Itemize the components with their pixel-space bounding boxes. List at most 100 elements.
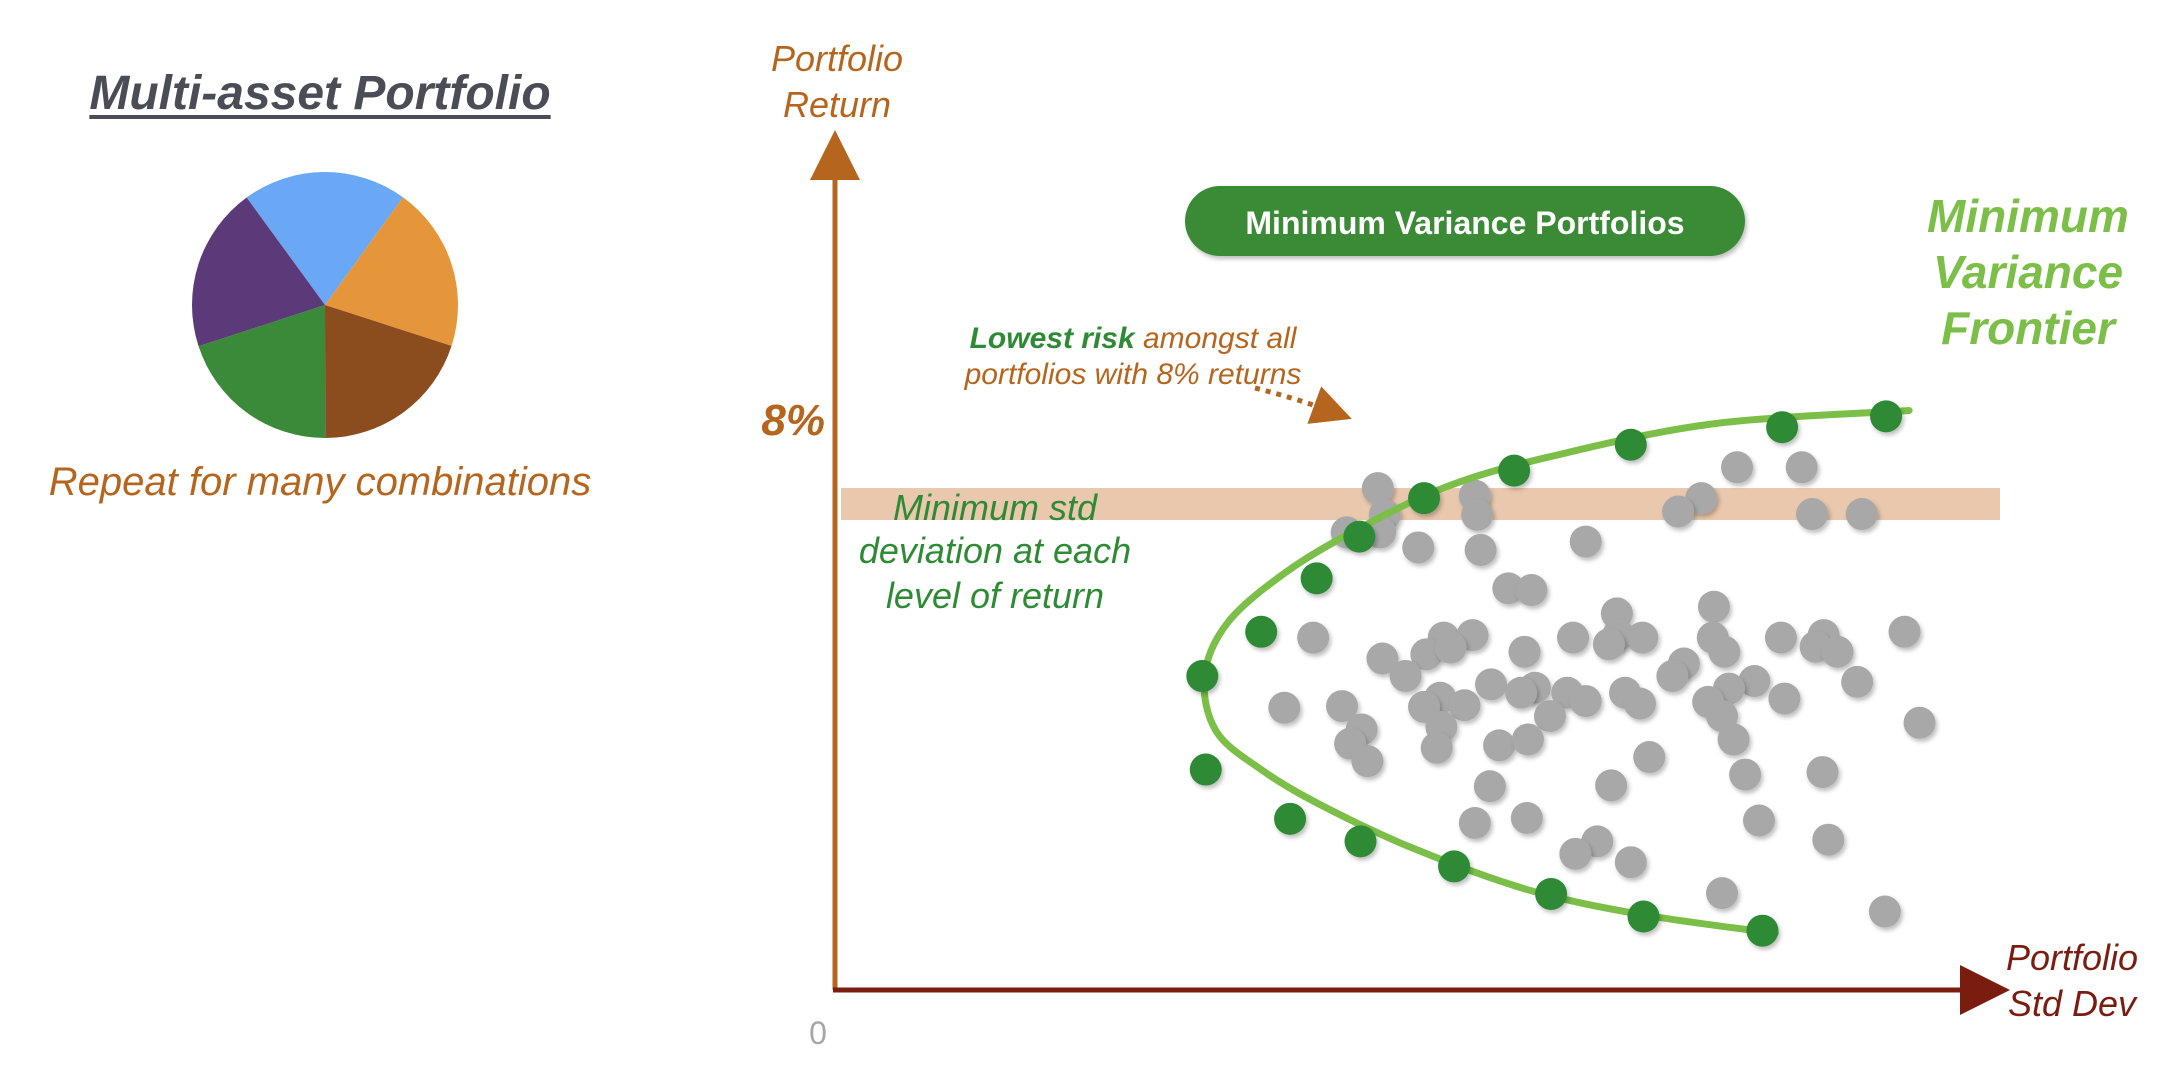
portfolio-point	[1492, 572, 1525, 605]
origin-label: 0	[809, 1015, 827, 1051]
pie-caption: Repeat for many combinations	[48, 460, 592, 504]
frontier-point	[1274, 802, 1307, 835]
portfolio-point	[1410, 638, 1443, 671]
x-axis-label-line2: Std Dev	[2008, 983, 2138, 1024]
portfolio-point	[1868, 895, 1901, 928]
pie-slice-5	[192, 197, 325, 347]
portfolio-point	[1326, 690, 1359, 723]
y-axis-label-line1: Portfolio	[771, 38, 903, 79]
frontier-point	[1189, 753, 1222, 786]
portfolio-point	[1475, 668, 1508, 701]
note-line3: level of return	[886, 575, 1104, 616]
frontier-point	[1408, 482, 1441, 515]
portfolio-point	[1841, 665, 1874, 698]
portfolio-point	[1512, 723, 1544, 756]
portfolio-point	[1595, 769, 1628, 802]
frontier-label-line1: Minimum	[1927, 190, 2129, 242]
portfolio-point	[1448, 689, 1481, 722]
portfolio-points	[1268, 451, 1936, 928]
note-line2: deviation at each	[859, 530, 1131, 571]
portfolio-point	[1888, 615, 1921, 648]
portfolio-point	[1420, 731, 1453, 764]
portfolio-point	[1821, 635, 1854, 668]
portfolio-point	[1508, 635, 1541, 668]
portfolio-point	[1458, 807, 1491, 839]
portfolio-point	[1510, 801, 1543, 834]
portfolio-point	[1268, 691, 1301, 724]
portfolio-point	[1764, 621, 1797, 654]
portfolio-point	[1434, 631, 1467, 664]
frontier-point	[1870, 400, 1903, 433]
portfolio-point	[1806, 756, 1839, 789]
annotation-bold: Lowest risk	[970, 322, 1136, 355]
portfolio-point	[1505, 676, 1538, 709]
frontier-label-line2: Variance	[1933, 246, 2123, 298]
portfolio-point	[1743, 804, 1775, 837]
frontier-point	[1627, 900, 1660, 933]
portfolio-point	[1473, 770, 1506, 803]
portfolio-point	[1569, 525, 1602, 558]
portfolio-point	[1768, 682, 1801, 715]
pie-slice-1	[246, 171, 403, 305]
portfolio-point	[1361, 472, 1394, 505]
annotation-rest: amongst all	[1135, 322, 1298, 355]
badge: Minimum Variance Portfolios	[1185, 186, 1745, 256]
portfolio-point	[1721, 451, 1754, 484]
pie-slice-2	[325, 197, 458, 346]
frontier-points	[1186, 400, 1903, 947]
annotation-line1: Lowest risk amongst all	[970, 322, 1298, 355]
frontier-point	[1614, 428, 1647, 461]
portfolio-point	[1656, 660, 1689, 693]
portfolio-point	[1533, 700, 1566, 733]
portfolio-point	[1717, 723, 1750, 756]
portfolio-point	[1796, 498, 1829, 531]
frontier-point	[1344, 825, 1377, 858]
badge-background	[1185, 186, 1745, 256]
frontier-point	[1746, 914, 1779, 947]
portfolio-point	[1461, 498, 1494, 531]
frontier-point	[1245, 615, 1278, 648]
portfolio-point	[1464, 533, 1497, 566]
portfolio-point	[1729, 758, 1762, 791]
allocation-pie	[192, 171, 458, 439]
portfolio-point	[1662, 495, 1695, 528]
frontier-point	[1498, 454, 1531, 487]
band-label: 8%	[761, 396, 825, 445]
annotation-arrow	[1254, 385, 1352, 424]
portfolio-point	[1557, 621, 1590, 654]
portfolio-point	[1366, 642, 1399, 675]
frontier-point	[1766, 411, 1799, 444]
portfolio-point	[1614, 846, 1647, 879]
frontier-point	[1343, 520, 1376, 553]
pie-slice-3	[325, 305, 452, 438]
portfolio-point	[1785, 451, 1818, 484]
portfolio-point	[1389, 660, 1422, 693]
frontier-point	[1438, 850, 1471, 883]
portfolio-point	[1903, 706, 1936, 739]
frontier-label-line3: Frontier	[1941, 302, 2117, 354]
frontier-point	[1300, 562, 1333, 595]
portfolio-point	[1845, 498, 1878, 531]
note-line1: Minimum std	[893, 487, 1098, 528]
frontier-point	[1186, 660, 1219, 693]
portfolio-point	[1297, 621, 1330, 654]
annotation-line2: portfolios with 8% returns	[964, 358, 1302, 391]
portfolio-point	[1559, 837, 1592, 870]
portfolio-point	[1697, 590, 1730, 623]
y-axis-label-line2: Return	[783, 84, 891, 125]
portfolio-point	[1633, 741, 1666, 774]
pie-slice-4	[198, 305, 326, 439]
portfolio-point	[1483, 729, 1516, 762]
portfolio-point	[1626, 621, 1659, 654]
portfolio-point	[1515, 574, 1548, 607]
badge-label: Minimum Variance Portfolios	[1245, 205, 1684, 241]
portfolio-point	[1706, 877, 1739, 910]
portfolio-point	[1351, 745, 1384, 778]
frontier-point	[1535, 877, 1568, 910]
x-axis-label-line1: Portfolio	[2006, 937, 2138, 978]
portfolio-point	[1738, 665, 1771, 698]
portfolio-point	[1812, 823, 1845, 856]
portfolio-point	[1402, 531, 1435, 564]
portfolio-point	[1624, 687, 1657, 720]
